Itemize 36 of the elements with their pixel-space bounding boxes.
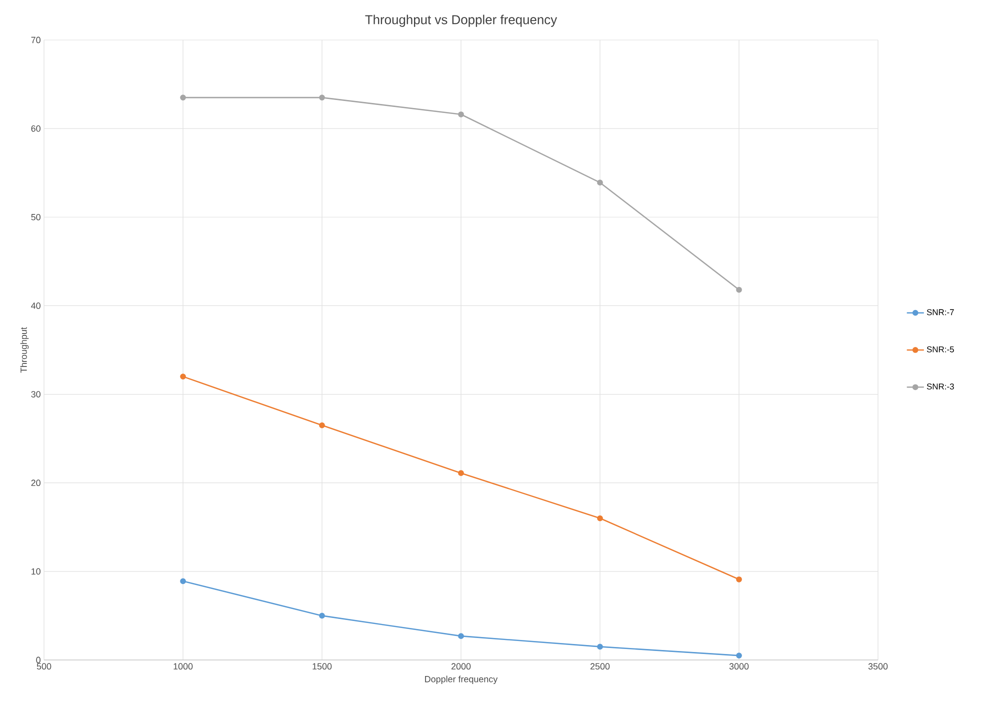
point [319, 94, 325, 100]
y-tick-label: 0 [36, 656, 40, 664]
legend-label: SNR:-3 [926, 384, 954, 390]
legend-label: SNR:-7 [926, 309, 954, 316]
x-tick-label: 3000 [729, 663, 749, 670]
point [180, 578, 186, 584]
y-axis-title: Throughput [20, 327, 29, 373]
point [597, 180, 603, 186]
x-tick-label: 1000 [174, 663, 193, 670]
point [736, 652, 742, 658]
point [736, 286, 742, 293]
point [319, 422, 325, 428]
point [458, 470, 464, 476]
x-tick-label: 3500 [868, 663, 888, 670]
point [319, 612, 325, 619]
point [458, 111, 464, 118]
point [180, 94, 186, 100]
y-tick-label: 10 [32, 568, 40, 575]
x-tick-label: 500 [36, 663, 52, 670]
y-tick-label: 50 [31, 214, 40, 220]
legend-label: SNR:-5 [926, 346, 954, 352]
x-tick-label: 1500 [312, 663, 332, 670]
x-axis-title: Doppler frequency [425, 676, 498, 684]
point [597, 515, 603, 522]
point [180, 374, 186, 380]
x-tick-label: 2500 [590, 663, 610, 670]
y-tick-label: 30 [31, 391, 40, 398]
x-tick-label: 2000 [451, 663, 471, 670]
point [458, 633, 464, 640]
y-tick-label: 60 [31, 125, 40, 132]
y-tick-label: 70 [31, 36, 40, 44]
chart-title: Throughput vs Doppler frequency [365, 14, 558, 27]
point [597, 644, 603, 650]
point [736, 576, 742, 582]
y-tick-label: 40 [31, 302, 40, 309]
y-tick-label: 20 [31, 480, 40, 486]
